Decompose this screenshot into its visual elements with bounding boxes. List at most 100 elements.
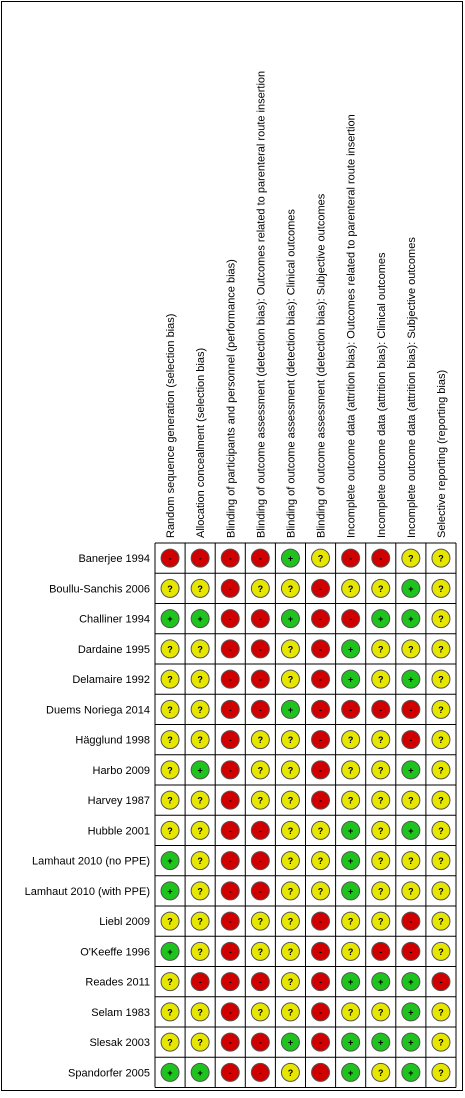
rating-symbol: ? bbox=[167, 796, 173, 806]
rating-symbol: ? bbox=[197, 1038, 203, 1048]
rating-symbol: ? bbox=[167, 675, 173, 685]
rating-circle bbox=[280, 941, 300, 961]
rating-symbol: - bbox=[199, 977, 202, 987]
rating-symbol: - bbox=[169, 554, 172, 564]
rating-circle bbox=[431, 972, 451, 992]
rating-symbol: - bbox=[319, 584, 322, 594]
rating-symbol: - bbox=[319, 705, 322, 715]
rating-circle bbox=[280, 972, 300, 992]
rating-circle bbox=[160, 639, 180, 659]
study-label: Delamaire 1992 bbox=[72, 674, 150, 686]
study-label: Lamhaut 2010 (no PPE) bbox=[32, 856, 150, 868]
rating-symbol: - bbox=[409, 705, 412, 715]
rating-symbol: + bbox=[408, 675, 413, 685]
rating-circle bbox=[371, 639, 391, 659]
rating-symbol: - bbox=[379, 554, 382, 564]
rating-symbol: - bbox=[229, 856, 232, 866]
rating-symbol: ? bbox=[438, 705, 444, 715]
rating-circle bbox=[341, 881, 361, 901]
rating-circle bbox=[431, 730, 451, 750]
rating-symbol: ? bbox=[378, 1007, 384, 1017]
rating-circle bbox=[280, 881, 300, 901]
rating-symbol: + bbox=[348, 826, 353, 836]
rating-circle bbox=[220, 790, 240, 810]
rating-symbol: - bbox=[229, 735, 232, 745]
rating-symbol: - bbox=[379, 947, 382, 957]
rating-circle bbox=[220, 609, 240, 629]
rating-circle bbox=[160, 972, 180, 992]
column-header: Allocation concealment (selection bias) bbox=[195, 348, 207, 538]
rating-circle bbox=[371, 972, 391, 992]
study-label: Boullu-Sanchis 2006 bbox=[49, 583, 150, 595]
rating-symbol: - bbox=[229, 826, 232, 836]
rating-circle bbox=[311, 760, 331, 780]
rating-circle bbox=[250, 1002, 270, 1022]
rating-circle bbox=[431, 941, 451, 961]
rating-circle bbox=[250, 760, 270, 780]
column-header: Incomplete outcome data (attrition bias)… bbox=[346, 114, 358, 538]
rating-symbol: ? bbox=[438, 735, 444, 745]
rating-circle bbox=[401, 851, 421, 871]
rating-symbol: - bbox=[319, 614, 322, 624]
rating-symbol: + bbox=[348, 675, 353, 685]
rating-symbol: ? bbox=[167, 1007, 173, 1017]
rating-circle bbox=[250, 1062, 270, 1082]
rating-symbol: ? bbox=[288, 675, 294, 685]
rating-circle bbox=[311, 730, 331, 750]
rating-circle bbox=[341, 911, 361, 931]
rating-symbol: ? bbox=[288, 765, 294, 775]
rating-symbol: - bbox=[229, 1007, 232, 1017]
rating-circle bbox=[190, 1032, 210, 1052]
study-label: Selam 1983 bbox=[91, 1007, 150, 1019]
rating-circle bbox=[371, 911, 391, 931]
rating-symbol: ? bbox=[258, 947, 264, 957]
rating-symbol: ? bbox=[318, 554, 324, 564]
rating-circle bbox=[371, 699, 391, 719]
rating-circle bbox=[431, 609, 451, 629]
rating-symbol: - bbox=[409, 735, 412, 745]
rating-symbol: ? bbox=[348, 765, 354, 775]
rating-circle bbox=[341, 851, 361, 871]
rating-symbol: - bbox=[319, 1038, 322, 1048]
rating-circle bbox=[431, 578, 451, 598]
rating-circle bbox=[371, 730, 391, 750]
rating-symbol: ? bbox=[378, 856, 384, 866]
column-header: Blinding of outcome assessment (detectio… bbox=[316, 193, 328, 538]
rating-circle bbox=[341, 1062, 361, 1082]
rating-symbol: ? bbox=[408, 554, 414, 564]
rating-symbol: ? bbox=[288, 735, 294, 745]
rating-symbol: ? bbox=[258, 796, 264, 806]
rating-circle bbox=[311, 1002, 331, 1022]
rating-circle bbox=[280, 790, 300, 810]
rating-circle bbox=[160, 760, 180, 780]
rating-symbol: - bbox=[319, 917, 322, 927]
rating-circle bbox=[371, 578, 391, 598]
rating-circle bbox=[401, 972, 421, 992]
rating-circle bbox=[160, 820, 180, 840]
rating-circle bbox=[250, 639, 270, 659]
rating-circle bbox=[311, 639, 331, 659]
rating-symbol: + bbox=[198, 765, 203, 775]
rating-symbol: ? bbox=[288, 796, 294, 806]
column-header: Incomplete outcome data (attrition bias)… bbox=[406, 237, 418, 538]
rating-circle bbox=[160, 578, 180, 598]
rating-symbol: ? bbox=[378, 644, 384, 654]
rating-symbol: - bbox=[259, 1068, 262, 1078]
rating-circle bbox=[401, 669, 421, 689]
rating-circle bbox=[280, 760, 300, 780]
rating-symbol: + bbox=[408, 826, 413, 836]
rating-symbol: + bbox=[198, 1068, 203, 1078]
rating-circle bbox=[250, 790, 270, 810]
rating-symbol: ? bbox=[438, 947, 444, 957]
rating-symbol: ? bbox=[288, 947, 294, 957]
study-label: Banerjee 1994 bbox=[78, 553, 150, 565]
rating-symbol: ? bbox=[348, 796, 354, 806]
rating-symbol: + bbox=[167, 1068, 172, 1078]
rating-circle bbox=[401, 911, 421, 931]
rating-circle bbox=[341, 669, 361, 689]
rating-circle bbox=[401, 790, 421, 810]
rating-symbol: - bbox=[319, 735, 322, 745]
rating-circle bbox=[431, 790, 451, 810]
rating-circle bbox=[250, 972, 270, 992]
rating-circle bbox=[401, 760, 421, 780]
